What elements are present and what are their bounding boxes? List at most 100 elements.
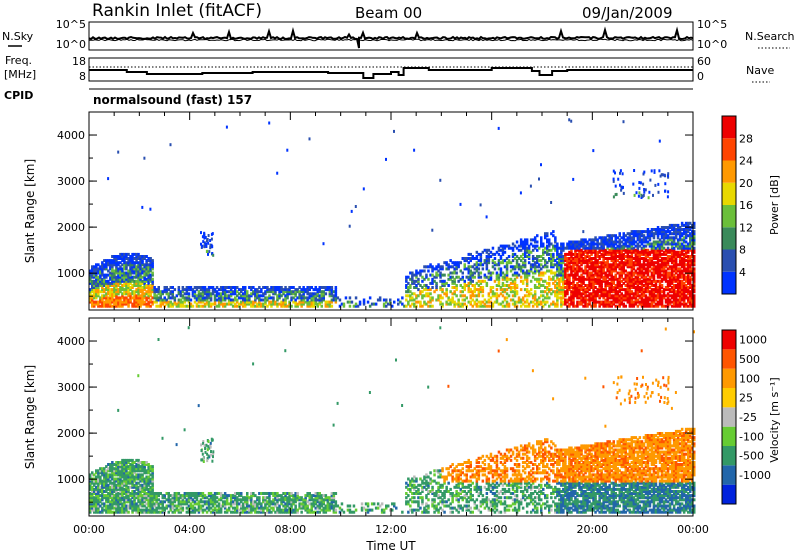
rti-cell (682, 294, 686, 298)
rti-cell (628, 296, 632, 300)
rti-cell (451, 265, 454, 269)
rti-cell (483, 279, 487, 283)
rti-cell (523, 242, 527, 246)
rti-cell (463, 263, 466, 267)
rti-cell (149, 284, 152, 287)
rti-cell (113, 284, 116, 287)
rti-cell (427, 286, 430, 289)
rti-cell (101, 263, 104, 267)
rti-cell (533, 263, 537, 267)
rti-cell (648, 279, 652, 283)
rti-cell (131, 257, 134, 260)
rti-cell (314, 296, 317, 300)
rti-cell (634, 281, 638, 285)
rti-cell (542, 257, 545, 260)
rti-cell (123, 483, 126, 487)
rti-cell (527, 302, 531, 306)
rti-cell (254, 288, 257, 292)
rti-cell (566, 257, 569, 260)
rti-cell (125, 296, 128, 300)
rti-cell (105, 504, 108, 508)
rti-cell (93, 294, 96, 298)
rti-cell (620, 250, 623, 254)
rti-cell (431, 273, 434, 277)
rti-cell (495, 277, 499, 281)
rti-cell (576, 277, 579, 281)
rti-cell (674, 277, 678, 281)
rti-cell (640, 265, 644, 269)
rti-cell (578, 240, 581, 244)
rti-cell (610, 246, 613, 250)
rti-cell (155, 300, 158, 304)
rti-cell (258, 294, 261, 298)
rti-cell (469, 281, 472, 285)
rti-cell (610, 279, 613, 283)
rti-cell (260, 294, 263, 298)
rti-cell (580, 244, 583, 248)
rti-cell (145, 284, 148, 287)
rti-cell (644, 244, 648, 248)
rti-cell (662, 265, 666, 269)
rti-cell (119, 290, 122, 294)
rti-cell (129, 273, 132, 277)
rti-cell (411, 275, 414, 279)
rti-cell (540, 300, 543, 304)
rti-cell (608, 304, 611, 308)
rti-cell (624, 240, 627, 244)
rti-cell (209, 243, 212, 247)
rti-cell (678, 250, 682, 254)
rti-cell (123, 473, 126, 477)
rti-cell (115, 288, 118, 292)
rti-cell (600, 238, 603, 242)
rti-cell (580, 284, 583, 287)
rti-cell (113, 279, 116, 283)
rti-cell (282, 298, 285, 302)
rti-cell (238, 292, 241, 296)
rti-cell (634, 234, 638, 238)
rti-cell (95, 487, 98, 491)
rti-cell (672, 257, 676, 260)
rti-cell (648, 244, 652, 248)
rti-cell (187, 296, 191, 300)
rti-cell (509, 269, 513, 273)
rti-cell (143, 279, 146, 283)
rti-cell (314, 298, 317, 302)
rti-cell (449, 300, 452, 304)
rti-cell (638, 234, 642, 238)
rti-cell (117, 465, 120, 469)
rti-cell (137, 304, 140, 308)
rti-cell (582, 277, 585, 281)
rti-cell (223, 294, 227, 298)
rti-cell (570, 255, 573, 258)
rti-cell (225, 302, 229, 306)
rti-cell (487, 304, 491, 308)
rti-cell (246, 296, 249, 300)
rti-cell (606, 259, 609, 263)
rti-cell (646, 255, 650, 258)
rti-cell (209, 239, 212, 242)
rti-cell (107, 300, 110, 304)
rti-cell (538, 302, 541, 306)
rti-cell (652, 240, 656, 244)
rti-cell (558, 257, 561, 260)
rti-cell (302, 288, 305, 292)
rti-cell (308, 292, 311, 296)
rti-cell (580, 302, 583, 306)
rti-cell (206, 249, 209, 253)
rti-cell (149, 257, 152, 260)
rti-cell (453, 279, 456, 283)
rti-cell (501, 248, 505, 252)
rti-cell (566, 242, 569, 246)
rti-cell (278, 286, 281, 289)
rti-cell (584, 302, 587, 306)
rti-cell (101, 269, 104, 273)
rti-cell (205, 300, 209, 304)
rti-cell (99, 500, 102, 504)
rti-cell (139, 294, 142, 298)
rti-cell (503, 284, 507, 287)
rti-cell (125, 288, 128, 292)
rti-cell (123, 298, 126, 302)
rti-cell (548, 269, 551, 273)
rti-cell (570, 273, 573, 277)
rti-cell (596, 292, 599, 296)
